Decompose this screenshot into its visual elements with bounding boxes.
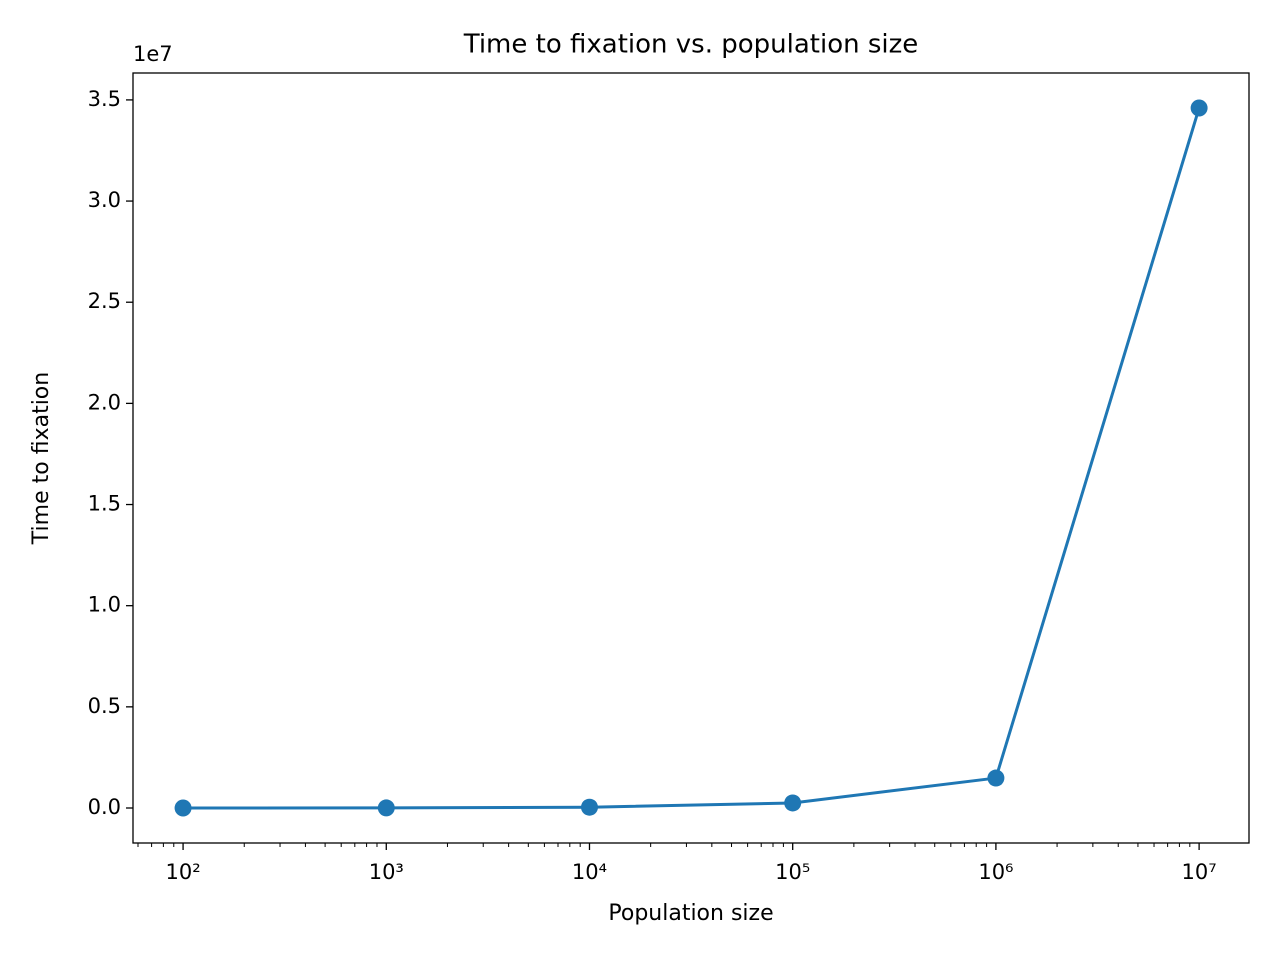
x-tick-label: 10⁵ (775, 860, 810, 884)
y-tick-label: 0.0 (88, 795, 121, 819)
data-point (174, 799, 192, 817)
y-tick-label: 3.0 (88, 188, 121, 212)
x-axis-label: Population size (608, 901, 773, 926)
y-tick-label: 1.5 (88, 492, 121, 516)
chart-title: Time to fixation vs. population size (463, 30, 919, 60)
data-point (1190, 99, 1208, 117)
y-tick-label: 0.5 (88, 694, 121, 718)
y-offset-label: 1e7 (133, 42, 173, 66)
x-tick-label: 10³ (369, 860, 404, 884)
data-point (377, 799, 395, 817)
data-point (580, 798, 598, 816)
x-tick-label: 10² (166, 860, 201, 884)
y-tick-label: 2.5 (88, 289, 121, 313)
y-axis-label: Time to fixation (29, 372, 54, 545)
data-point (784, 794, 802, 812)
plot-frame (132, 72, 1250, 844)
y-tick-label: 2.0 (88, 390, 121, 414)
data-line (183, 107, 1201, 810)
y-tick-label: 1.0 (88, 593, 121, 617)
x-tick-label: 10⁷ (1182, 860, 1217, 884)
x-tick-label: 10⁴ (572, 860, 607, 884)
y-tick-label: 3.5 (88, 87, 121, 111)
x-tick-label: 10⁶ (978, 860, 1013, 884)
data-point (987, 769, 1005, 787)
